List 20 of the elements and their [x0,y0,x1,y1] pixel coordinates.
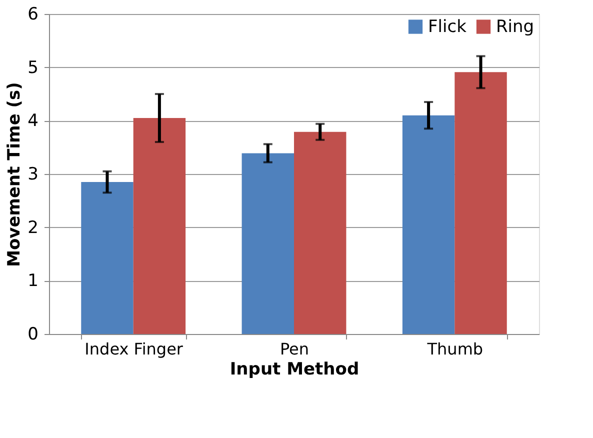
x-tick-label: Pen [280,340,310,358]
x-tick-label: Index Finger [84,340,184,358]
bar [133,118,186,334]
y-tick-label: 6 [28,4,38,24]
y-axis-title: Movement Time (s) [4,82,25,267]
y-tick-label: 5 [28,58,38,78]
legend-label: Ring [496,16,534,37]
bar [454,72,507,334]
bar [81,182,134,334]
y-tick-label: 3 [28,164,38,184]
y-tick-label: 4 [28,111,38,132]
legend-label: Flick [428,16,467,37]
bar [402,115,455,334]
y-tick-label: 2 [28,218,38,238]
x-axis-title: Input Method [230,360,360,380]
x-tick-label: Thumb [426,340,484,358]
bar [294,132,346,334]
bar [242,153,294,334]
y-tick-label: 0 [28,324,38,344]
y-tick-label: 1 [28,271,38,292]
